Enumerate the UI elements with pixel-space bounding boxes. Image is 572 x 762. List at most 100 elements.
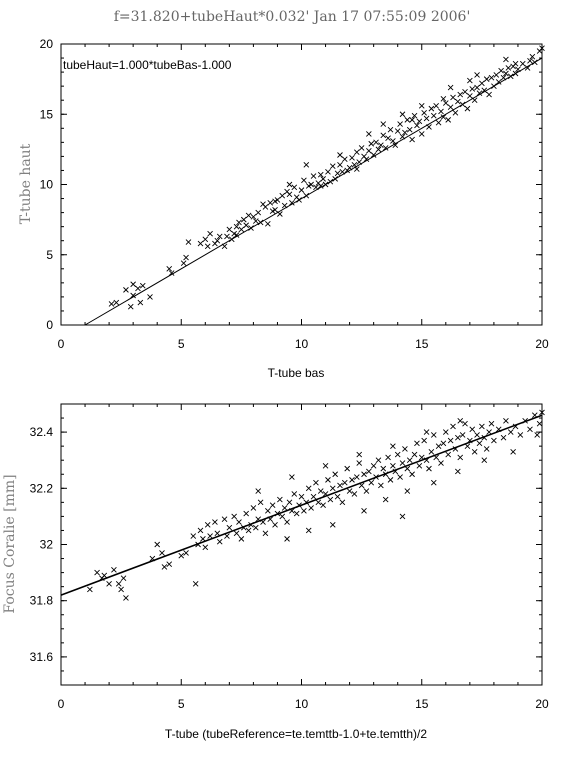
top-data-point	[337, 152, 343, 158]
bottom-data-point	[438, 460, 444, 466]
top-data-point	[531, 59, 538, 66]
bottom-data-point	[298, 493, 305, 500]
bottom-data-point	[356, 460, 363, 466]
bottom-data-point	[106, 581, 112, 587]
bottom-data-point	[382, 496, 389, 503]
top-data-point	[327, 178, 334, 185]
bottom-y-tick-label: 32	[40, 538, 54, 552]
bottom-x-tick-label: 20	[535, 697, 549, 711]
top-x-tick-label: 10	[295, 337, 309, 351]
top-data-point	[452, 110, 459, 116]
bottom-data-point	[423, 429, 430, 435]
top-data-point	[221, 243, 228, 250]
top-data-point	[317, 183, 324, 189]
bottom-data-point	[445, 451, 452, 458]
bottom-data-point	[293, 510, 300, 517]
bottom-data-point	[387, 477, 394, 483]
top-data-point	[168, 270, 175, 276]
bottom-data-point	[317, 488, 324, 494]
top-data-point	[435, 119, 442, 126]
bottom-data-point	[337, 482, 343, 489]
top-data-point	[113, 299, 120, 306]
bottom-data-point	[358, 482, 365, 489]
top-data-point	[445, 117, 452, 123]
bottom-data-point	[118, 586, 124, 593]
bottom-data-point	[190, 533, 197, 539]
bottom-y-tick-label: 31.6	[30, 650, 54, 664]
bottom-data-point	[406, 457, 413, 464]
bottom-data-point	[94, 569, 100, 576]
top-data-point	[139, 282, 146, 289]
top-data-point	[135, 285, 141, 292]
top-data-point	[313, 184, 319, 191]
bottom-data-point	[507, 429, 514, 435]
bottom-data-point	[207, 533, 213, 539]
top-data-point	[303, 192, 310, 199]
bottom-data-point	[115, 581, 122, 587]
bottom-data-point	[459, 432, 466, 438]
bottom-data-point	[305, 527, 312, 534]
top-data-point	[185, 239, 192, 245]
top-data-point	[341, 156, 348, 163]
top-data-point	[255, 209, 262, 216]
bottom-data-point	[495, 426, 502, 433]
top-data-point	[329, 163, 336, 170]
top-data-point	[281, 202, 288, 209]
bottom-x-tick-label: 10	[295, 697, 309, 711]
bottom-data-point	[325, 477, 331, 483]
top-data-point	[390, 138, 396, 144]
bottom-data-point	[351, 491, 358, 497]
top-data-point	[512, 70, 519, 77]
bottom-data-point	[534, 432, 541, 438]
bottom-data-point	[123, 595, 129, 601]
top-data-point	[332, 176, 338, 182]
bottom-data-point	[481, 457, 488, 464]
bottom-data-point	[341, 479, 348, 486]
top-data-point	[226, 226, 233, 233]
top-data-point	[147, 294, 153, 300]
top-data-point	[500, 74, 507, 81]
top-data-point	[457, 91, 464, 98]
bottom-data-point	[154, 541, 161, 548]
bottom-data-point	[212, 519, 218, 525]
top-data-point	[493, 72, 500, 78]
bottom-data-point	[284, 536, 290, 542]
top-x-tick-label: 0	[58, 337, 65, 351]
top-data-point	[440, 114, 447, 120]
top-data-point	[394, 128, 401, 134]
top-data-point	[127, 303, 134, 310]
bottom-data-point	[404, 488, 411, 494]
bottom-plot-frame	[60, 403, 543, 686]
top-data-point	[380, 132, 387, 139]
bottom-data-point	[390, 463, 396, 469]
top-data-point	[529, 53, 536, 60]
bottom-data-point	[243, 510, 250, 517]
bottom-data-point	[313, 479, 319, 486]
top-data-point	[373, 139, 379, 146]
top-data-point	[423, 115, 430, 122]
bottom-data-point	[404, 465, 411, 472]
top-data-point	[351, 162, 358, 168]
top-data-point	[301, 177, 307, 184]
top-data-point	[527, 58, 533, 64]
bottom-data-point	[183, 550, 189, 556]
bottom-data-point	[322, 463, 329, 469]
top-data-point	[366, 131, 372, 137]
top-data-point	[467, 93, 473, 99]
bottom-data-point	[120, 575, 127, 582]
bottom-data-point	[457, 454, 464, 461]
bottom-data-point	[269, 502, 276, 508]
top-data-point	[462, 88, 468, 95]
bottom-data-point	[539, 409, 545, 416]
top-data-point	[197, 240, 204, 247]
top-data-point	[339, 169, 346, 175]
bottom-data-point	[522, 418, 528, 424]
bottom-data-point	[392, 468, 399, 475]
top-data-point	[363, 156, 370, 163]
bottom-data-point	[262, 530, 269, 537]
bottom-data-point	[394, 451, 401, 458]
bottom-data-point	[409, 471, 415, 478]
top-data-point	[334, 170, 341, 177]
top-data-point	[486, 91, 492, 98]
top-x-tick-label: 5	[178, 337, 185, 351]
